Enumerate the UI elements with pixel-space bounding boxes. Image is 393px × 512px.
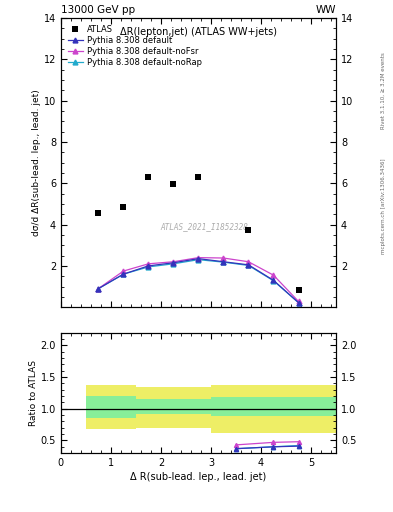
Y-axis label: Ratio to ATLAS: Ratio to ATLAS bbox=[29, 360, 38, 426]
Pythia 8.308 default bbox=[271, 278, 276, 284]
Pythia 8.308 default bbox=[146, 263, 151, 269]
Pythia 8.308 default-noFsr bbox=[171, 259, 176, 265]
Text: ΔR(lepton,jet) (ATLAS WW+jets): ΔR(lepton,jet) (ATLAS WW+jets) bbox=[120, 27, 277, 36]
Pythia 8.308 default-noFsr bbox=[271, 272, 276, 278]
Pythia 8.308 default bbox=[246, 262, 251, 268]
Text: WW: WW bbox=[316, 5, 336, 15]
Y-axis label: dσ/d ΔR(sub-lead. lep., lead. jet): dσ/d ΔR(sub-lead. lep., lead. jet) bbox=[32, 89, 41, 236]
Pythia 8.308 default-noRap bbox=[296, 300, 301, 306]
Pythia 8.308 default-noFsr bbox=[221, 255, 226, 261]
Line: Pythia 8.308 default-noFsr: Pythia 8.308 default-noFsr bbox=[96, 255, 301, 304]
Pythia 8.308 default-noRap bbox=[171, 261, 176, 267]
Pythia 8.308 default-noRap bbox=[196, 257, 201, 263]
Line: Pythia 8.308 default: Pythia 8.308 default bbox=[96, 256, 301, 305]
Pythia 8.308 default-noRap bbox=[96, 286, 101, 292]
Pythia 8.308 default bbox=[121, 271, 126, 277]
Text: ATLAS_2021_I1852328: ATLAS_2021_I1852328 bbox=[160, 222, 248, 231]
Pythia 8.308 default-noRap bbox=[246, 262, 251, 268]
Pythia 8.308 default-noRap bbox=[271, 278, 276, 284]
Pythia 8.308 default-noFsr bbox=[121, 268, 126, 274]
Pythia 8.308 default-noRap bbox=[221, 259, 226, 265]
Pythia 8.308 default bbox=[296, 300, 301, 306]
Pythia 8.308 default bbox=[221, 259, 226, 265]
Pythia 8.308 default bbox=[196, 255, 201, 262]
Pythia 8.308 default-noFsr bbox=[96, 286, 101, 292]
Pythia 8.308 default-noFsr bbox=[296, 298, 301, 305]
X-axis label: Δ R(sub-lead. lep., lead. jet): Δ R(sub-lead. lep., lead. jet) bbox=[130, 472, 266, 482]
Pythia 8.308 default-noFsr bbox=[146, 261, 151, 267]
Legend: ATLAS, Pythia 8.308 default, Pythia 8.308 default-noFsr, Pythia 8.308 default-no: ATLAS, Pythia 8.308 default, Pythia 8.30… bbox=[65, 22, 204, 69]
Text: mcplots.cern.ch [arXiv:1306.3436]: mcplots.cern.ch [arXiv:1306.3436] bbox=[381, 158, 386, 254]
Pythia 8.308 default-noRap bbox=[146, 264, 151, 270]
Pythia 8.308 default-noFsr bbox=[196, 254, 201, 261]
Text: 13000 GeV pp: 13000 GeV pp bbox=[61, 5, 135, 15]
Pythia 8.308 default bbox=[96, 286, 101, 292]
Pythia 8.308 default bbox=[171, 260, 176, 266]
Text: Rivet 3.1.10, ≥ 3.2M events: Rivet 3.1.10, ≥ 3.2M events bbox=[381, 52, 386, 129]
Pythia 8.308 default-noFsr bbox=[246, 259, 251, 265]
Pythia 8.308 default-noRap bbox=[121, 271, 126, 277]
Line: Pythia 8.308 default-noRap: Pythia 8.308 default-noRap bbox=[96, 257, 301, 305]
